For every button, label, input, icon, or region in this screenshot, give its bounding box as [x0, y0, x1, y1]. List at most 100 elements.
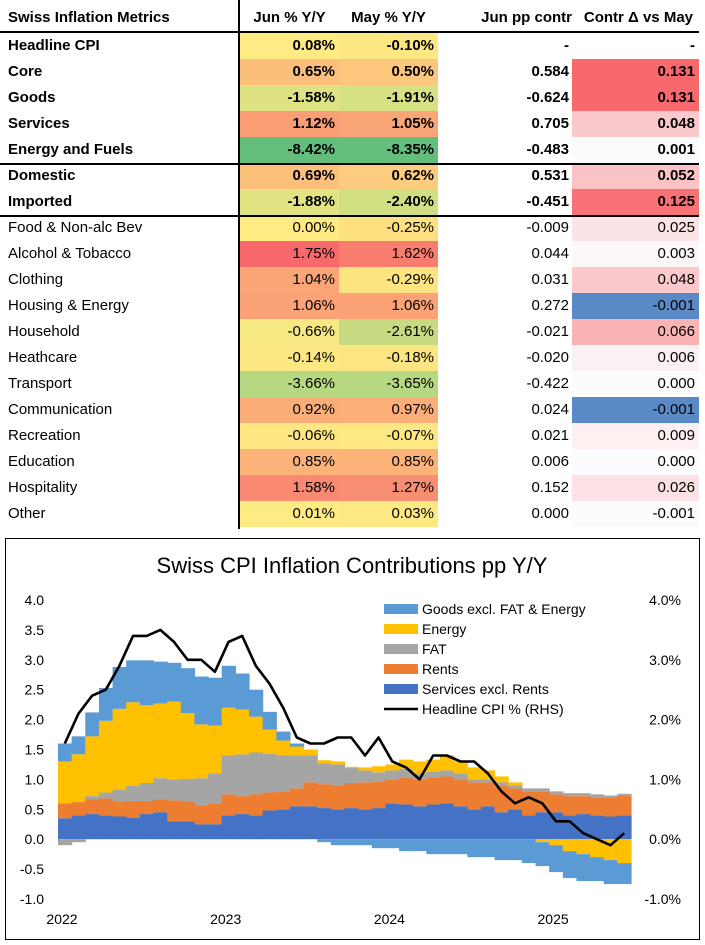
pp-contribution: 0.024 [438, 397, 572, 423]
legend-swatch [384, 644, 418, 654]
area-segment-rents [317, 784, 332, 809]
area-segment-rents [385, 779, 400, 804]
area-segment-services-excl-rents [249, 815, 264, 840]
y-tick-label: -0.5 [20, 861, 44, 877]
x-tick-label: 2022 [46, 911, 77, 927]
delta-contribution: 0.026 [572, 475, 699, 501]
area-segment-fat [426, 771, 441, 778]
y-tick-label: -1.0 [20, 891, 44, 907]
area-segment-rents [562, 796, 578, 816]
area-segment-services-excl-rents [139, 814, 155, 840]
area-segment-goods-excl-fat-energy [590, 857, 605, 882]
area-segment-goods-excl-fat-energy [126, 660, 141, 703]
delta-contribution: 0.048 [572, 267, 699, 293]
area-segment-energy [371, 766, 387, 773]
area-segment-goods-excl-fat-energy [385, 839, 400, 849]
area-segment-goods-excl-fat-energy [603, 860, 618, 885]
area-segment-fat [453, 773, 468, 780]
area-segment-energy [590, 839, 605, 858]
jun-value: -1.88% [240, 189, 339, 215]
area-segment-energy [440, 755, 455, 771]
row-label: Core [8, 63, 43, 80]
area-segment-energy [576, 839, 591, 855]
may-value: 1.27% [339, 475, 438, 501]
area-segment-services-excl-rents [85, 814, 100, 840]
area-segment-goods-excl-fat-energy [535, 842, 550, 867]
jun-value: 1.58% [240, 475, 339, 501]
area-segment-rents [617, 795, 632, 816]
area-segment-energy [208, 725, 223, 774]
area-segment-fat [303, 755, 318, 783]
area-segment-goods-excl-fat-energy [221, 665, 236, 708]
y-tick-label: 2.5 [25, 682, 45, 698]
area-segment-fat [508, 785, 523, 789]
y-tick-label: 1.5 [25, 742, 45, 758]
area-segment-fat [480, 779, 496, 783]
row-label: Communication [8, 401, 113, 418]
area-segment-fat [262, 753, 277, 793]
area-segment-energy [71, 754, 86, 803]
area-segment-energy [508, 782, 523, 786]
area-segment-energy [426, 759, 441, 772]
legend-swatch [384, 684, 418, 694]
area-segment-services-excl-rents [208, 824, 223, 840]
area-segment-fat [371, 772, 387, 782]
area-segment-fat [58, 839, 73, 846]
area-segment-rents [399, 777, 414, 805]
area-segment-rents [508, 788, 523, 810]
area-segment-goods-excl-fat-energy [521, 839, 537, 864]
x-tick-label: 2023 [210, 911, 241, 927]
may-value: -2.61% [339, 319, 438, 345]
area-segment-rents [249, 794, 264, 816]
area-segment-rents [494, 785, 509, 813]
area-segment-rents [344, 782, 359, 809]
delta-contribution: 0.025 [572, 215, 699, 241]
area-segment-services-excl-rents [535, 812, 550, 840]
delta-contribution: -0.001 [572, 293, 699, 319]
area-segment-rents [139, 800, 155, 815]
jun-value: 0.01% [240, 501, 339, 527]
area-segment-goods-excl-fat-energy [194, 676, 209, 725]
area-segment-goods-excl-fat-energy [58, 743, 73, 762]
area-segment-goods-excl-fat-energy [480, 839, 496, 858]
table-row: Clothing 1.04% -0.29% 0.031 0.048 [0, 267, 705, 293]
may-value: -3.65% [339, 371, 438, 397]
row-label: Heathcare [8, 349, 78, 366]
row-label: Domestic [8, 167, 76, 184]
delta-contribution: 0.001 [572, 137, 699, 163]
area-segment-services-excl-rents [153, 812, 168, 840]
pp-contribution: 0.021 [438, 423, 572, 449]
y-tick-label: 0.0 [25, 831, 45, 847]
area-segment-rents [58, 803, 73, 819]
area-segment-fat [235, 754, 250, 797]
header-jun: Jun % Y/Y [253, 9, 326, 26]
may-value: -0.10% [339, 33, 438, 59]
jun-value: 0.65% [240, 59, 339, 85]
may-value: 1.05% [339, 111, 438, 137]
area-segment-energy [467, 767, 482, 780]
table-row: Recreation -0.06% -0.07% 0.021 0.009 [0, 423, 705, 449]
area-segment-goods-excl-fat-energy [98, 687, 114, 721]
chart-canvas: Swiss CPI Inflation Contributions pp Y/Y… [20, 553, 681, 927]
area-segment-fat [85, 796, 100, 800]
area-segment-energy [344, 766, 359, 769]
area-segment-rents [276, 791, 291, 810]
area-segment-goods-excl-fat-energy [399, 839, 414, 852]
y2-tick-label: 2.0% [649, 712, 681, 728]
may-value: -0.25% [339, 215, 438, 241]
pp-contribution: -0.483 [438, 137, 572, 163]
contributions-chart: Swiss CPI Inflation Contributions pp Y/Y… [5, 538, 700, 940]
area-segment-services-excl-rents [576, 814, 591, 840]
row-label: Hospitality [8, 479, 78, 496]
area-segment-services-excl-rents [480, 806, 496, 840]
y2-tick-label: 3.0% [649, 652, 681, 668]
pp-contribution: -0.624 [438, 85, 572, 111]
legend-label: Rents [422, 661, 459, 677]
area-segment-goods-excl-fat-energy [494, 839, 509, 861]
area-segment-energy [535, 839, 550, 843]
area-segment-goods-excl-fat-energy [344, 839, 359, 846]
x-tick-label: 2024 [374, 911, 405, 927]
row-label: Alcohol & Tobacco [8, 245, 132, 262]
area-segment-energy [289, 746, 305, 756]
legend-label: Headline CPI % (RHS) [422, 701, 564, 717]
